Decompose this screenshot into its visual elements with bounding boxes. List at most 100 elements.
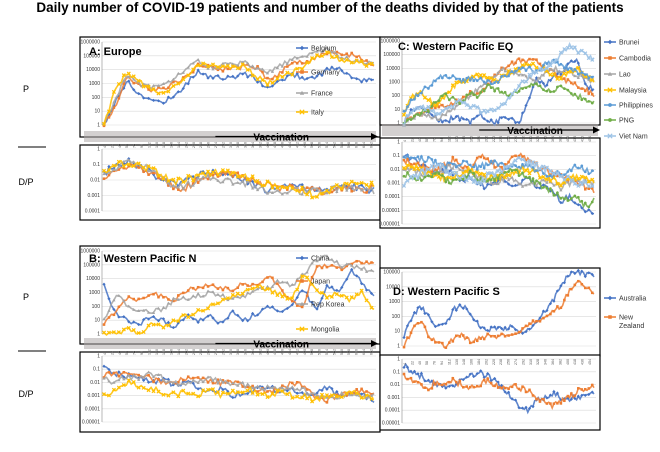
data-point xyxy=(270,185,275,190)
data-point xyxy=(538,84,542,88)
data-point xyxy=(171,390,176,395)
data-point xyxy=(566,199,570,202)
data-point xyxy=(520,79,525,84)
x-tick-label: 256 xyxy=(207,142,211,148)
data-point xyxy=(270,284,275,288)
data-point xyxy=(166,393,171,398)
data-point xyxy=(555,57,560,63)
data-point xyxy=(517,165,521,169)
data-point xyxy=(315,288,320,293)
data-point xyxy=(201,61,206,66)
data-point xyxy=(503,74,507,78)
data-point xyxy=(583,51,588,56)
data-point xyxy=(427,166,430,170)
data-point xyxy=(305,275,310,280)
data-point xyxy=(409,166,413,170)
panel-3: 100000010000010000100010010110.10.010.00… xyxy=(379,36,653,229)
data-point xyxy=(171,95,175,99)
data-point xyxy=(230,388,235,393)
data-point xyxy=(475,339,479,343)
data-point xyxy=(444,92,448,95)
data-point xyxy=(211,283,215,286)
data-point xyxy=(369,78,374,82)
data-point xyxy=(413,97,416,101)
data-point xyxy=(416,322,420,325)
data-point xyxy=(231,309,235,313)
data-point xyxy=(444,321,448,326)
data-point xyxy=(221,61,225,65)
data-point xyxy=(181,76,185,79)
data-point xyxy=(563,399,566,402)
data-point xyxy=(486,182,490,186)
data-point xyxy=(475,168,479,171)
data-point xyxy=(256,181,259,185)
data-point xyxy=(545,181,549,184)
data-point xyxy=(566,78,570,81)
data-point xyxy=(216,66,220,70)
x-tick-label: 328 xyxy=(536,359,540,365)
data-point xyxy=(240,62,245,67)
x-tick-label: 166 xyxy=(170,142,174,148)
y-tick-label: 0.1 xyxy=(393,369,400,375)
data-point xyxy=(206,285,210,288)
data-point xyxy=(563,197,566,201)
data-point xyxy=(402,372,406,376)
data-point xyxy=(300,289,304,293)
data-point xyxy=(196,285,200,289)
data-point xyxy=(206,314,210,318)
data-point xyxy=(485,109,490,114)
data-point xyxy=(127,304,131,308)
data-point xyxy=(349,295,354,300)
data-point xyxy=(406,154,409,158)
data-point xyxy=(570,287,573,291)
data-point xyxy=(580,199,584,203)
data-point xyxy=(506,173,511,178)
data-point xyxy=(555,391,559,395)
data-point xyxy=(345,188,349,192)
data-point xyxy=(226,381,230,384)
data-point xyxy=(265,82,270,88)
legend-label: PNG xyxy=(619,118,634,125)
data-point xyxy=(552,183,556,187)
data-point xyxy=(507,387,510,391)
data-point xyxy=(500,90,503,94)
data-point xyxy=(290,185,295,190)
data-point xyxy=(447,109,451,113)
data-point xyxy=(281,384,284,387)
data-point xyxy=(409,107,413,112)
data-point xyxy=(461,306,465,311)
legend-label: Lao xyxy=(619,72,631,79)
data-point xyxy=(142,170,145,173)
data-point xyxy=(471,103,476,108)
data-point xyxy=(496,106,501,111)
legend-label: Australia xyxy=(619,296,646,303)
data-point xyxy=(320,50,324,54)
data-point xyxy=(315,194,320,199)
data-point xyxy=(142,296,145,300)
data-point xyxy=(241,385,244,388)
data-point xyxy=(503,175,508,180)
data-point xyxy=(156,373,161,377)
data-point xyxy=(226,298,230,302)
data-point xyxy=(300,279,304,283)
legend-item: Australia xyxy=(604,296,646,303)
x-tick-label: 202 xyxy=(484,136,488,142)
data-point xyxy=(236,383,240,387)
data-point xyxy=(441,341,444,345)
y-tick-label: 100 xyxy=(392,314,401,320)
data-point xyxy=(573,81,577,84)
legend-item: Belgium xyxy=(296,46,336,53)
data-point xyxy=(151,375,156,379)
data-point xyxy=(286,65,289,68)
data-point xyxy=(280,185,285,190)
data-point xyxy=(112,298,116,302)
data-point xyxy=(235,390,240,395)
data-point xyxy=(590,88,594,92)
data-point xyxy=(437,99,441,102)
data-point xyxy=(226,176,230,180)
data-point xyxy=(583,179,588,185)
data-point xyxy=(584,89,587,93)
data-point xyxy=(426,104,431,109)
data-point xyxy=(451,103,455,106)
data-point xyxy=(409,156,413,160)
